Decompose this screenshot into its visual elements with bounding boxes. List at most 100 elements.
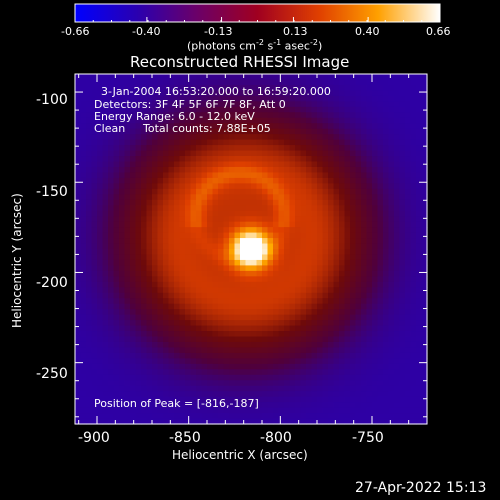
heatmap-cell — [86, 166, 93, 174]
colorbar-tick-label: -0.66 — [61, 25, 90, 38]
heatmap-cell — [201, 194, 208, 201]
heatmap-cell — [355, 347, 362, 354]
heatmap-cell — [410, 194, 417, 201]
heatmap-cell — [91, 177, 98, 184]
heatmap-cell — [75, 380, 82, 387]
heatmap-cell — [372, 101, 379, 108]
heatmap-cell — [317, 194, 324, 201]
heatmap-cell — [410, 287, 417, 294]
heatmap-cell — [157, 156, 164, 163]
heatmap-cell — [234, 369, 241, 376]
heatmap-cell — [229, 112, 236, 119]
heatmap-cell — [157, 177, 164, 184]
heatmap-cell — [355, 243, 362, 250]
heatmap-cell — [146, 402, 153, 409]
heatmap-cell — [317, 303, 324, 310]
heatmap-cell — [344, 139, 351, 146]
heatmap-cell — [185, 112, 192, 119]
heatmap-cell — [251, 336, 258, 343]
heatmap-cell — [421, 276, 428, 283]
heatmap-cell — [119, 276, 126, 283]
heatmap-cell — [75, 358, 82, 365]
heatmap-cell — [245, 407, 252, 414]
heatmap-cell — [102, 391, 109, 398]
heatmap-cell — [179, 123, 186, 130]
heatmap-cell — [295, 112, 302, 119]
heatmap-cell — [102, 188, 109, 195]
heatmap-cell — [113, 123, 120, 130]
heatmap-cell — [306, 194, 313, 201]
heatmap-cell — [163, 380, 170, 387]
heatmap-cell — [234, 106, 241, 113]
heatmap-cell — [262, 101, 269, 108]
heatmap-cell — [141, 292, 148, 299]
heatmap-cell — [306, 254, 313, 261]
heatmap-cell — [207, 385, 214, 392]
heatmap-cell — [97, 363, 104, 370]
heatmap-cell — [97, 402, 104, 409]
heatmap-cell — [240, 216, 247, 223]
heatmap-cell — [196, 358, 203, 365]
heatmap-cell — [141, 391, 148, 398]
heatmap-cell — [234, 347, 241, 354]
heatmap-cell — [383, 95, 390, 102]
heatmap-cell — [102, 194, 109, 201]
heatmap-cell — [234, 139, 241, 146]
heatmap-cell — [394, 90, 401, 97]
heatmap-cell — [278, 123, 285, 130]
heatmap-cell — [251, 407, 258, 414]
heatmap-cell — [102, 84, 109, 92]
heatmap-cell — [179, 134, 186, 141]
heatmap-cell — [179, 183, 186, 190]
heatmap-cell — [201, 210, 208, 217]
heatmap-cell — [388, 320, 395, 327]
heatmap-cell — [421, 112, 428, 119]
heatmap-cell — [322, 407, 329, 414]
heatmap-cell — [174, 276, 181, 283]
heatmap-cell — [157, 270, 164, 277]
heatmap-cell — [300, 128, 307, 135]
heatmap-cell — [212, 265, 219, 272]
heatmap-cell — [273, 352, 280, 359]
heatmap-cell — [355, 188, 362, 195]
heatmap-cell — [273, 287, 280, 294]
heatmap-cell — [234, 292, 241, 299]
heatmap-cell — [322, 134, 329, 141]
heatmap-cell — [284, 79, 291, 86]
heatmap-cell — [135, 227, 142, 234]
heatmap-cell — [267, 161, 274, 168]
heatmap-cell — [102, 150, 109, 157]
heatmap-cell — [168, 199, 175, 206]
heatmap-cell — [201, 358, 208, 365]
heatmap-cell — [377, 259, 384, 267]
heatmap-cell — [174, 79, 181, 86]
heatmap-cell — [355, 139, 362, 146]
heatmap-cell — [262, 221, 269, 228]
heatmap-cell — [328, 243, 335, 250]
heatmap-cell — [218, 249, 225, 256]
heatmap-cell — [256, 199, 263, 206]
heatmap-cell — [86, 265, 93, 272]
heatmap-cell — [267, 292, 274, 299]
heatmap-cell — [130, 325, 137, 332]
heatmap-cell — [201, 303, 208, 310]
heatmap-cell — [124, 232, 131, 239]
heatmap-cell — [306, 380, 313, 387]
heatmap-cell — [278, 183, 285, 190]
heatmap-cell — [278, 84, 285, 92]
heatmap-cell — [388, 79, 395, 86]
heatmap-cell — [317, 369, 324, 376]
heatmap-cell — [421, 134, 428, 141]
heatmap-cell — [322, 331, 329, 338]
heatmap-cell — [388, 156, 395, 163]
heatmap-cell — [306, 298, 313, 305]
heatmap-cell — [267, 320, 274, 327]
heatmap-cell — [157, 341, 164, 349]
heatmap-cell — [135, 418, 142, 425]
heatmap-cell — [344, 221, 351, 228]
heatmap-cell — [196, 221, 203, 228]
heatmap-cell — [86, 363, 93, 370]
heatmap-cell — [311, 238, 318, 245]
heatmap-cell — [201, 336, 208, 343]
heatmap-cell — [124, 352, 131, 359]
